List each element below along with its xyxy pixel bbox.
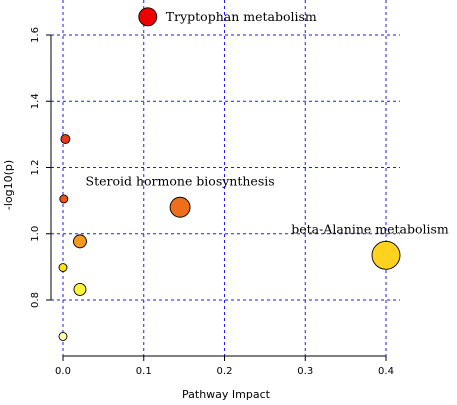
data-point [73,234,87,249]
data-point [59,194,69,204]
data-point [169,196,191,218]
y-tick-label: 1.4 [30,93,41,109]
grid-lines [51,0,400,356]
x-tick-label: 0.0 [55,366,71,377]
x-tick-label: 0.1 [136,366,152,377]
data-point [58,263,68,272]
data-points [58,7,401,341]
data-point [371,240,401,270]
y-tick-label: 1.6 [30,27,41,43]
x-axis-title: Pathway Impact [182,388,271,401]
x-tick-label: 0.4 [378,366,394,377]
axes: 0.0 0.1 0.2 0.3 0.4 0.8 1.0 1.2 1.4 1.6 [30,27,394,377]
y-axis-title: -log10(p) [2,160,15,210]
point-label: beta-Alanine metabolism [291,221,449,236]
y-tick-label: 1.0 [30,226,41,242]
x-tick-label: 0.2 [217,366,233,377]
data-point [58,331,68,341]
point-annotations: Tryptophan metabolism Steroid hormone bio… [86,9,449,237]
data-point [60,134,71,144]
data-point [138,7,158,27]
data-point [73,282,87,296]
y-tick-label: 0.8 [30,292,41,308]
point-label: Tryptophan metabolism [166,9,317,24]
y-tick-label: 1.2 [30,160,41,176]
point-label: Steroid hormone biosynthesis [86,173,275,188]
x-tick-label: 0.3 [297,366,313,377]
